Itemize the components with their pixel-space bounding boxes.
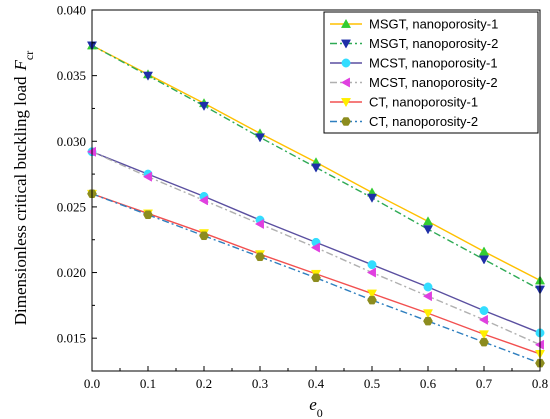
legend-entry: MSGT, nanoporosity-2	[369, 36, 498, 51]
x-tick-label: 0.4	[308, 376, 325, 391]
data-point	[423, 282, 433, 292]
y-tick-label: 0.025	[57, 199, 86, 214]
data-point	[478, 255, 490, 265]
data-point	[422, 216, 434, 226]
x-axis-title: e0	[309, 395, 323, 419]
legend-entry: MSGT, nanoporosity-1	[369, 17, 498, 32]
series-line-6	[91, 193, 541, 364]
data-point	[366, 267, 376, 278]
x-axis-title-sub: 0	[317, 406, 323, 419]
y-tick-label: 0.030	[57, 134, 86, 149]
x-tick-label: 0.8	[532, 376, 548, 391]
x-tick-label: 0.1	[140, 376, 156, 391]
data-point	[198, 101, 210, 111]
data-point	[479, 337, 489, 347]
y-tick-label: 0.040	[57, 3, 86, 18]
y-axis-title-sub: cr	[22, 51, 36, 60]
legend-entry: MCST, nanoporosity-1	[369, 56, 498, 71]
legend-swatch-marker	[340, 77, 350, 88]
y-tick-label: 0.035	[57, 68, 86, 83]
legend-swatch-marker	[340, 98, 352, 108]
y-axis-title: Dimensionless critical buckling load Fcr	[11, 51, 36, 326]
data-point	[478, 246, 490, 256]
data-point	[479, 306, 489, 316]
data-point	[310, 242, 320, 253]
data-point	[142, 71, 154, 81]
legend-entry: CT, nanoporosity-2	[369, 114, 478, 129]
data-point	[478, 330, 490, 340]
data-point	[422, 291, 432, 302]
legend-swatch-marker	[341, 58, 351, 68]
data-point	[311, 273, 321, 283]
data-point	[199, 231, 209, 241]
data-point	[367, 260, 377, 270]
legend-swatch-marker	[340, 18, 352, 28]
data-point	[255, 252, 265, 262]
data-point	[142, 171, 152, 182]
data-point	[254, 133, 266, 143]
legend-entry: CT, nanoporosity-1	[369, 95, 478, 110]
data-point	[478, 314, 488, 325]
data-point	[143, 210, 153, 220]
data-point	[254, 218, 264, 229]
x-tick-label: 0.0	[84, 376, 100, 391]
y-axis-title-symbol: F	[11, 59, 30, 71]
x-axis-title-main: e	[309, 395, 317, 414]
y-tick-label: 0.020	[57, 265, 86, 280]
legend-entry: MCST, nanoporosity-2	[369, 75, 498, 90]
y-tick-label: 0.015	[57, 331, 86, 346]
data-point	[422, 309, 434, 319]
data-point	[310, 163, 322, 173]
data-point	[366, 193, 378, 203]
legend-swatch-marker	[340, 39, 352, 49]
axes: 0.0 0.1 0.2 0.3 0.4 0.5 0.6 0.7 0.8 0.015 0.020 0.0…	[57, 3, 548, 392]
data-point	[422, 225, 434, 235]
x-tick-label: 0.5	[364, 376, 380, 391]
data-point	[423, 316, 433, 326]
y-axis-title-main: Dimensionless critical buckling load	[11, 76, 30, 325]
x-tick-label: 0.3	[252, 376, 268, 391]
data-point	[366, 289, 378, 299]
legend-swatch-marker	[341, 117, 351, 126]
legend: MSGT, nanoporosity-1 MSGT, nanoporosity-2…	[323, 11, 539, 134]
legend-box	[323, 11, 539, 134]
data-point	[198, 195, 208, 206]
data-point	[367, 295, 377, 305]
x-tick-label: 0.2	[196, 376, 212, 391]
x-tick-label: 0.6	[420, 376, 437, 391]
x-tick-label: 0.7	[476, 376, 493, 391]
